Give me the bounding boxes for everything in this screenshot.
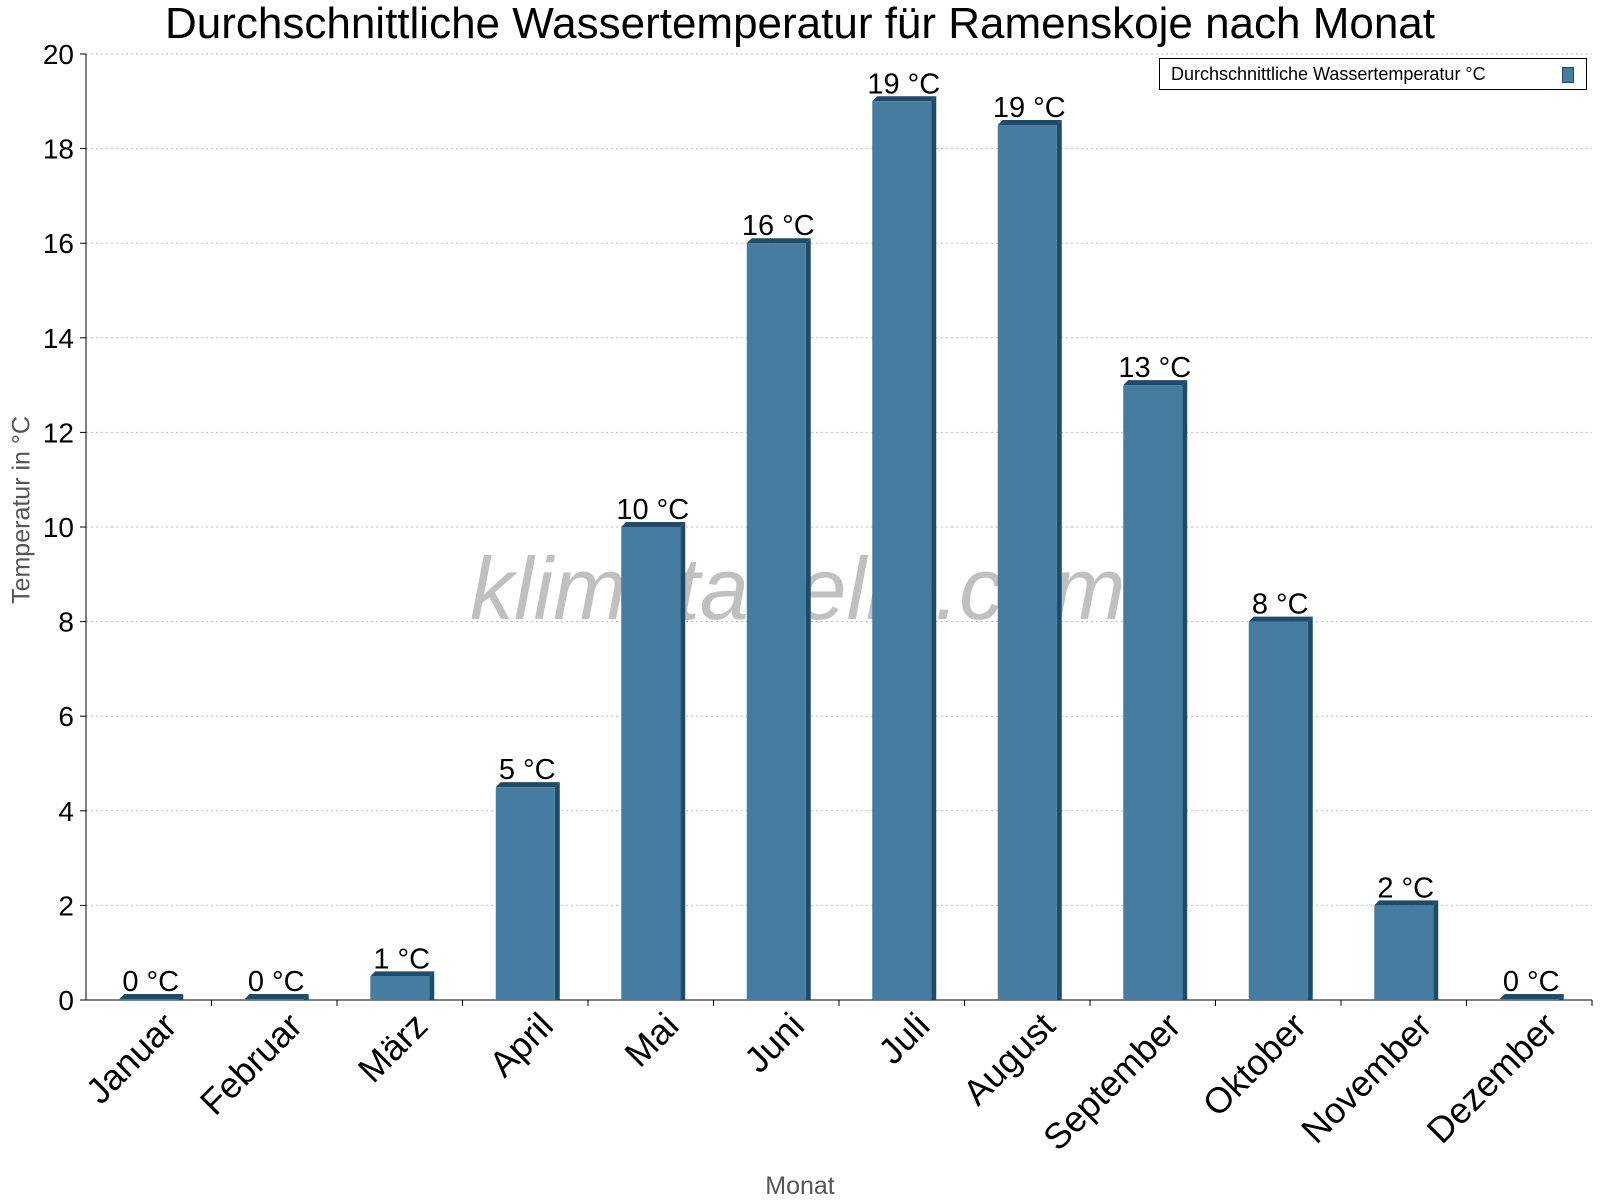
bar xyxy=(621,527,681,1000)
y-tick-label: 4 xyxy=(58,796,74,827)
y-tick-label: 6 xyxy=(58,701,74,732)
bar-side xyxy=(178,994,184,1000)
bar-top xyxy=(746,238,811,244)
x-tick-label: Dezember xyxy=(1418,1005,1564,1151)
bar-top xyxy=(1123,380,1188,386)
bar xyxy=(997,124,1057,1000)
bar-side xyxy=(1056,119,1062,1000)
data-label: 13 °C xyxy=(1118,352,1191,384)
x-tick-label: November xyxy=(1293,1005,1439,1151)
data-label: 0 °C xyxy=(1503,966,1560,998)
data-label: 19 °C xyxy=(993,92,1066,124)
bar-top xyxy=(872,96,937,102)
y-tick-label: 0 xyxy=(58,985,74,1016)
x-tick-label: August xyxy=(955,1005,1063,1113)
x-axis-label: Monat xyxy=(765,1172,835,1200)
bar-side xyxy=(1182,380,1188,1001)
x-tick-label: Juli xyxy=(870,1005,937,1072)
bar xyxy=(746,243,806,1000)
x-tick-label: Januar xyxy=(78,1005,185,1112)
bar-side xyxy=(805,238,811,1000)
data-label: 8 °C xyxy=(1252,589,1309,621)
bar xyxy=(244,999,304,1000)
data-label: 19 °C xyxy=(867,68,940,100)
x-tick-label: Oktober xyxy=(1194,1005,1314,1125)
legend-label: Durchschnittliche Wassertemperatur °C xyxy=(1171,64,1486,84)
bar-side xyxy=(1433,900,1439,1000)
bar xyxy=(1374,905,1434,1000)
legend: Durchschnittliche Wassertemperatur °C xyxy=(1159,58,1587,90)
bar-top xyxy=(1499,994,1564,999)
y-tick-label: 2 xyxy=(58,890,74,921)
bar xyxy=(370,976,430,1000)
bar-top xyxy=(495,782,560,788)
bar-side xyxy=(1558,994,1564,1000)
bar-side xyxy=(554,782,560,1000)
bar-side xyxy=(303,994,309,1000)
y-tick-label: 14 xyxy=(43,323,74,354)
y-tick-label: 10 xyxy=(43,512,74,543)
bar-top xyxy=(1248,616,1313,622)
bar-top xyxy=(370,971,435,977)
bar-side xyxy=(429,971,435,1000)
data-label: 5 °C xyxy=(499,754,556,786)
data-label: 16 °C xyxy=(742,210,815,242)
bar-top xyxy=(997,119,1062,125)
data-label: 0 °C xyxy=(248,966,305,998)
y-axis-label: Temperatur in °C xyxy=(7,416,36,604)
bar xyxy=(119,999,179,1000)
y-tick-label: 18 xyxy=(43,134,74,165)
chart-title: Durchschnittliche Wassertemperatur für R… xyxy=(164,0,1435,48)
x-tick-label: September xyxy=(1035,1005,1189,1159)
data-label: 10 °C xyxy=(616,494,689,526)
bar-side xyxy=(1307,616,1313,1000)
x-tick-label: Juni xyxy=(736,1005,812,1081)
bar-side xyxy=(680,522,686,1000)
bar-top xyxy=(244,994,309,999)
legend-swatch xyxy=(1562,67,1574,83)
bar-top xyxy=(119,994,184,999)
x-tick-label: Mai xyxy=(616,1005,686,1075)
bar xyxy=(1499,999,1559,1000)
bar xyxy=(1123,385,1183,1001)
y-tick-label: 8 xyxy=(58,607,74,638)
bar-top xyxy=(1374,900,1439,906)
y-tick-label: 20 xyxy=(43,39,74,70)
bar xyxy=(872,101,932,1001)
y-tick-label: 16 xyxy=(43,228,74,259)
data-label: 0 °C xyxy=(122,966,179,998)
bar xyxy=(495,787,555,1000)
data-label: 2 °C xyxy=(1377,872,1434,904)
x-tick-label: Februar xyxy=(192,1005,310,1123)
x-tick-label: März xyxy=(350,1005,436,1091)
data-label: 1 °C xyxy=(373,943,430,975)
bar xyxy=(1248,621,1308,1000)
bar-top xyxy=(621,522,686,527)
x-tick-label: April xyxy=(481,1005,561,1085)
bar-side xyxy=(931,96,937,1001)
y-tick-label: 12 xyxy=(43,417,74,448)
